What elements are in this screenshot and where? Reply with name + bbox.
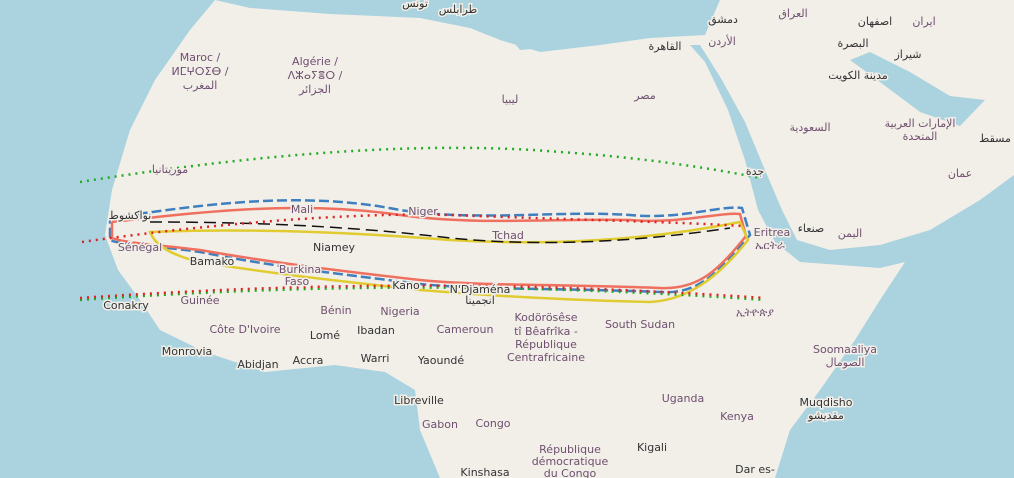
- city-label: Lomé: [310, 329, 340, 342]
- persian-gulf: [850, 52, 985, 126]
- city-label: اصفهان: [858, 15, 892, 28]
- region-label: اليمن: [838, 227, 862, 240]
- region-label: Uganda: [662, 392, 704, 405]
- region-label: Maroc /: [180, 51, 221, 64]
- city-label: Kinshasa: [460, 466, 509, 478]
- region-label: Sénégal: [118, 241, 162, 254]
- city-label: Warri: [361, 352, 390, 365]
- region-label: démocratique: [532, 455, 609, 468]
- city-label: طرابلس: [439, 3, 478, 16]
- city-label: Abidjan: [237, 358, 278, 371]
- city-label: Yaoundé: [417, 354, 465, 367]
- city-label: نواكشوط: [109, 209, 152, 222]
- region-label: Algérie /: [292, 55, 338, 68]
- region-label: Burkina: [279, 263, 321, 276]
- dotted-green-south: [79, 286, 766, 302]
- contours: [79, 146, 766, 304]
- region-label: Côte D'Ivoire: [209, 323, 280, 336]
- region-label: Eritrea: [754, 226, 791, 239]
- region-label: Guinée: [180, 294, 219, 307]
- city-label: Kano: [392, 279, 420, 292]
- city-label: Ibadan: [357, 324, 395, 337]
- region-label: Kodörösêse: [514, 311, 577, 324]
- region-label: Mali: [291, 203, 313, 216]
- region-label: Soomaaliya: [813, 343, 877, 356]
- dotted-red-south: [79, 284, 766, 300]
- labels: تونس طرابلس دمشق العراق اصفهان ایران القاهرة ال…: [102, 0, 1013, 478]
- city-label: مسقط: [979, 132, 1011, 145]
- region-label: Bénin: [320, 304, 351, 317]
- region-label: ኤርትራ: [755, 239, 785, 252]
- region-label: Congo: [475, 417, 510, 430]
- region-label: العراق: [778, 7, 807, 20]
- city-label: Bamako: [190, 255, 235, 268]
- dotted-red: [81, 213, 743, 244]
- region-label: عمان: [948, 167, 972, 180]
- region-label: الإمارات العربية: [885, 117, 956, 130]
- red-sea-indian-ocean: [690, 45, 1014, 478]
- region-label: ⵍⵎⵖⵔⵉⴱ /: [171, 65, 228, 78]
- region-label: المغرب: [183, 79, 218, 92]
- region-label: du Congo: [544, 467, 597, 478]
- region-label: المتحدة: [903, 130, 938, 143]
- city-label: البصرة: [837, 37, 868, 50]
- region-label: République: [515, 338, 577, 351]
- mediterranean: [215, 0, 720, 52]
- city-label: N'Djaména: [450, 283, 511, 296]
- region-label: Centrafricaine: [507, 351, 585, 364]
- region-label: السعودية: [789, 121, 830, 134]
- region-label: مصر: [633, 89, 656, 102]
- city-label: Dar es-: [735, 463, 775, 476]
- city-label: Muqdisho: [800, 396, 853, 409]
- city-label: صنعاء: [798, 222, 825, 235]
- city-label: Kigali: [637, 441, 667, 454]
- region-label: Gabon: [422, 418, 458, 431]
- city-label: دمشق: [708, 13, 738, 27]
- region-label: ليبيا: [502, 93, 519, 106]
- region-label: ایران: [912, 15, 935, 28]
- city-label: Accra: [293, 354, 324, 367]
- contour-blue: [108, 199, 752, 294]
- region-label: Faso: [285, 275, 310, 288]
- city-label: Monrovia: [162, 345, 213, 358]
- city-label: مقديشو: [807, 409, 844, 422]
- region-label: Nigeria: [380, 305, 419, 318]
- dotted-green-north: [79, 146, 761, 184]
- city-label: تونس: [402, 0, 428, 10]
- region-label: Cameroun: [437, 323, 494, 336]
- city-label: Libreville: [394, 394, 444, 407]
- contour-yellow: [148, 220, 750, 304]
- city-label: شيراز: [894, 48, 922, 61]
- region-label: الجزائر: [298, 83, 331, 96]
- region-label: موريتانيا: [152, 163, 188, 176]
- region-label: Niger: [408, 205, 438, 218]
- atlantic: [0, 0, 440, 478]
- region-label: Kenya: [720, 410, 754, 423]
- city-label: القاهرة: [649, 40, 682, 53]
- region-label: الصومال: [826, 356, 865, 369]
- region-label: South Sudan: [605, 318, 675, 331]
- contour-black: [149, 221, 731, 244]
- region-label: ኢትዮጵያ: [736, 306, 774, 319]
- lake: [500, 25, 580, 50]
- region-label: Tchad: [491, 229, 524, 242]
- city-label: انجمينا: [465, 294, 495, 307]
- region-label: tî Bêafrîka -: [514, 325, 578, 338]
- city-label: مدينة الكويت: [828, 69, 888, 82]
- region-label: République: [539, 443, 601, 456]
- region-label: ⴷⵣⴰⵢⴻⵔ /: [288, 69, 343, 82]
- region-label: الأردن: [708, 34, 736, 48]
- city-label: Conakry: [103, 299, 149, 312]
- city-label: Niamey: [313, 241, 356, 254]
- city-label: جدة: [746, 165, 764, 178]
